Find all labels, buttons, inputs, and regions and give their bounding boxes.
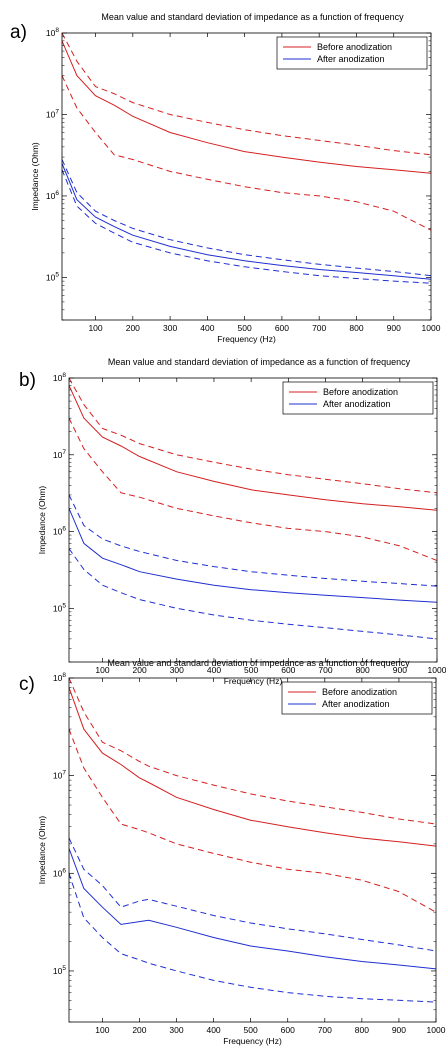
x-tick-label: 100 [95,1025,109,1035]
y-tick-label: 106 [53,867,66,878]
after-std-line [62,169,431,284]
legend-box [281,681,433,715]
y-tick-label: 105 [53,602,66,613]
after-std-line [69,837,436,952]
x-tick-label: 600 [275,323,289,333]
chart-title: Mean value and standard deviation of imp… [101,12,404,22]
x-tick-label: 500 [244,1025,258,1035]
x-tick-label: 200 [126,323,140,333]
x-tick-label: 900 [387,323,401,333]
x-tick-label: 1000 [427,1025,446,1035]
x-tick-label: 700 [318,1025,332,1035]
after-mean-line [62,163,431,280]
y-tick-label: 108 [53,372,66,383]
chart-panel-3: c) Mean value and standard deviation of i… [19,658,446,1046]
legend: Before anodization After anodization [282,381,434,415]
axes-frame [68,677,437,1023]
before-std-line [62,75,431,231]
x-tick-label: 300 [169,1025,183,1035]
y-tick-label: 108 [46,27,59,38]
y-axis-label: Impedance (Ohm) [37,816,47,885]
after-std-line [69,494,437,587]
legend-label-after: After anodization [323,399,391,409]
y-axis-label: Impedance (Ohm) [30,142,40,211]
x-tick-label: 200 [132,1025,146,1035]
x-tick-label: 100 [88,323,102,333]
legend: Before anodization After anodization [281,681,433,715]
x-tick-label: 100 [95,665,109,675]
x-tick-label: 600 [281,665,295,675]
panel-label: c) [19,674,35,695]
panel-label: b) [19,370,36,391]
y-tick-label: 106 [46,190,59,201]
x-tick-label: 900 [392,1025,406,1035]
x-tick-label: 1000 [428,665,446,675]
legend-label-before: Before anodization [317,42,392,52]
y-axis-label: Impedance (Ohm) [37,486,47,555]
legend-box [282,381,434,415]
before-mean-line [69,385,437,511]
x-tick-label: 1000 [422,323,441,333]
x-tick-label: 800 [349,323,363,333]
y-tick-label: 107 [46,108,59,119]
x-axis-label: Frequency (Hz) [217,334,276,344]
x-tick-label: 200 [133,665,147,675]
y-tick-label: 107 [53,770,66,781]
y-tick-label: 106 [53,526,66,537]
after-mean-line [69,848,436,970]
legend-label-after: After anodization [317,54,385,64]
series-group [69,378,437,640]
chart-title: Mean value and standard deviation of imp… [108,357,411,367]
y-tick-label: 105 [53,965,66,976]
after-std-line [69,548,437,640]
panel-label: a) [10,22,27,43]
chart-panel-1: a) Mean value and standard deviation of i… [10,12,441,344]
x-tick-label: 600 [281,1025,295,1035]
chart-panel-2: b) Mean value and standard deviation of i… [19,357,446,686]
legend-label-before: Before anodization [322,687,397,697]
legend-label-after: After anodization [322,699,390,709]
series-group [69,678,436,1003]
x-tick-label: 500 [238,323,252,333]
y-tick-label: 107 [53,449,66,460]
x-tick-label: 800 [355,1025,369,1035]
after-mean-line [69,508,437,603]
x-tick-label: 700 [312,323,326,333]
before-std-line [62,33,431,156]
x-axis-label: Frequency (Hz) [224,676,283,686]
chart-title: Mean value and standard deviation of imp… [107,658,410,668]
x-tick-label: 800 [356,665,370,675]
x-tick-label: 500 [244,665,258,675]
legend-label-before: Before anodization [323,387,398,397]
before-mean-line [62,40,431,174]
after-std-line [69,873,436,1003]
legend-box [276,36,428,70]
before-std-line [69,728,436,913]
before-mean-line [69,687,436,847]
x-axis-label: Frequency (Hz) [223,1036,282,1046]
before-std-line [69,678,436,825]
y-tick-label: 108 [53,672,66,683]
before-std-line [69,378,437,494]
before-std-line [69,417,437,561]
axes-frame [61,32,432,321]
x-tick-label: 400 [207,665,221,675]
x-tick-label: 300 [163,323,177,333]
x-tick-label: 900 [393,665,407,675]
x-tick-label: 400 [200,323,214,333]
x-tick-label: 700 [318,665,332,675]
x-tick-label: 400 [206,1025,220,1035]
legend: Before anodization After anodization [276,36,428,70]
y-tick-label: 105 [46,271,59,282]
after-std-line [62,159,431,277]
axes-frame [68,377,438,663]
x-tick-label: 300 [170,665,184,675]
series-group [62,33,431,284]
